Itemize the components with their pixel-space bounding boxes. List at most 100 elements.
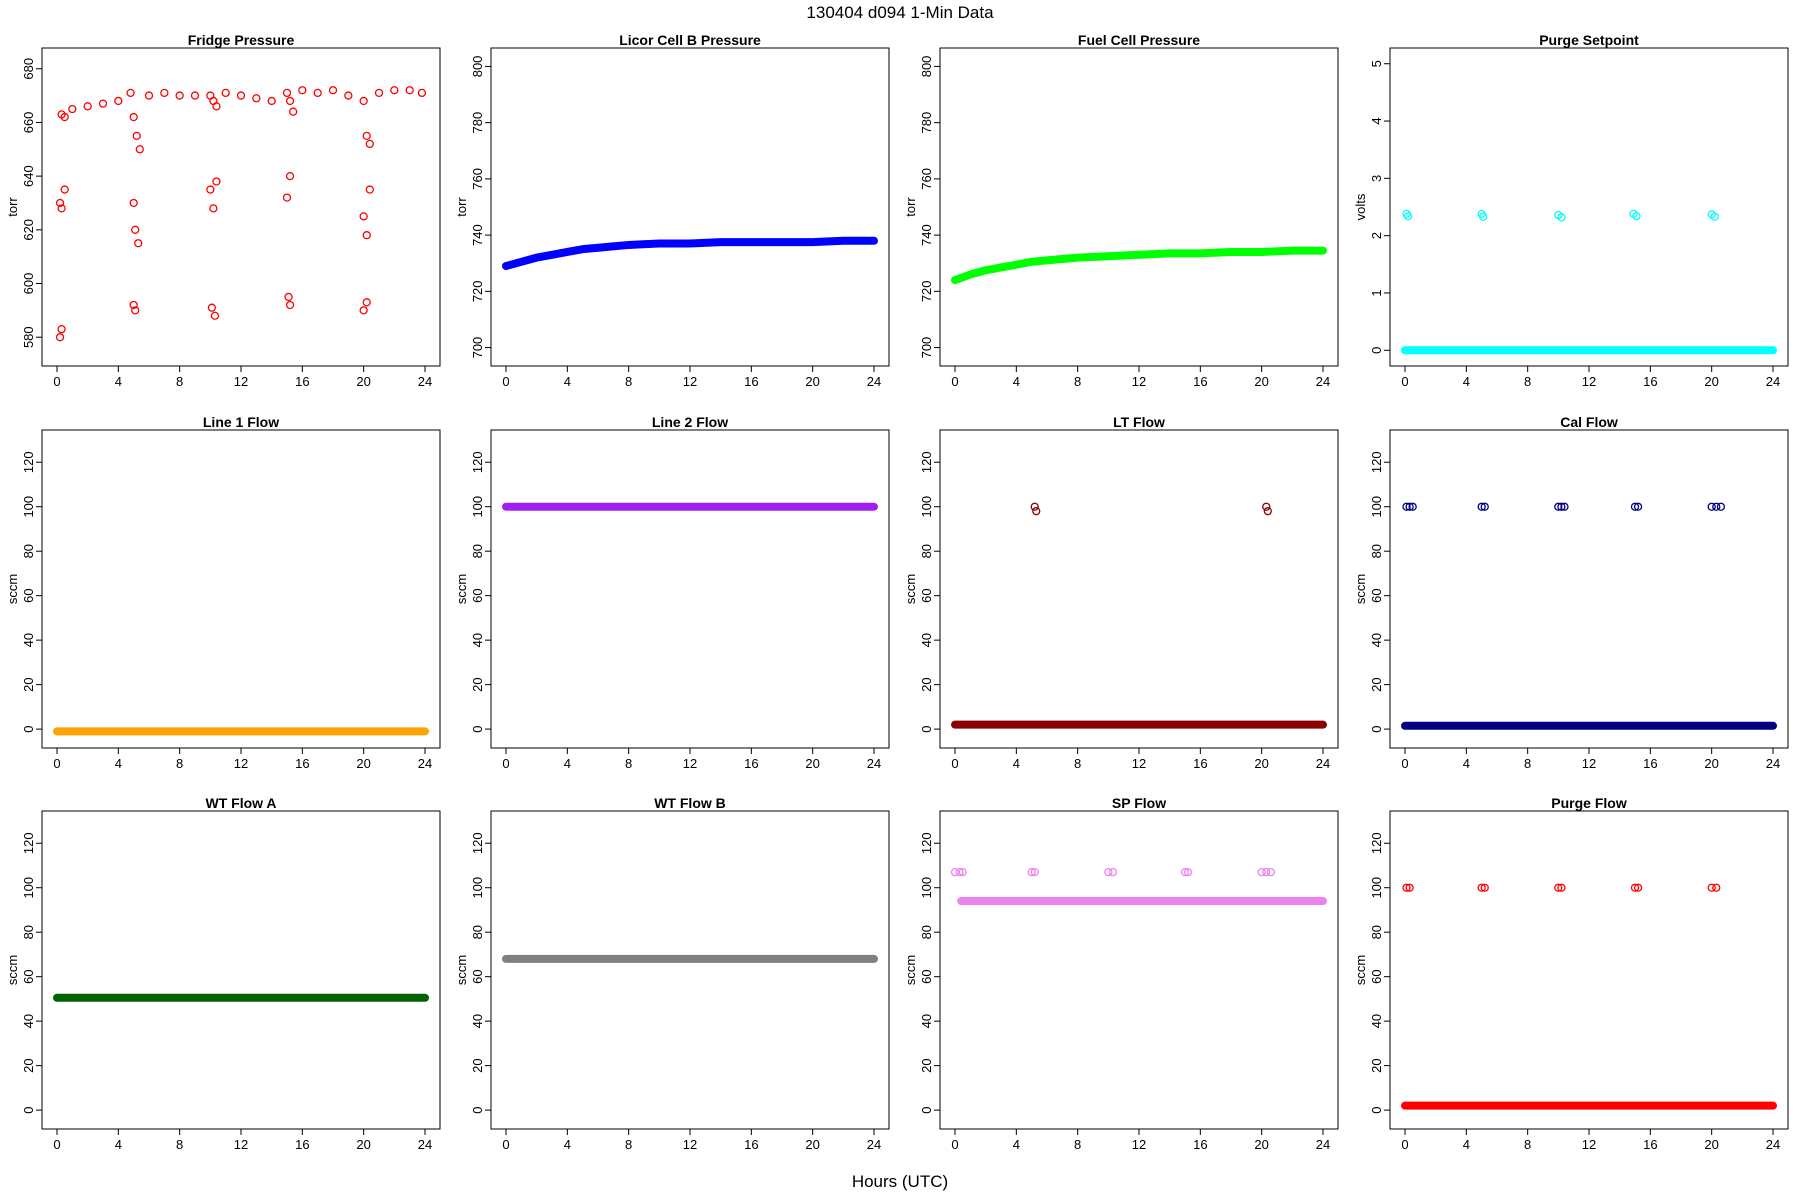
data-point — [212, 177, 221, 186]
panel-title: WT Flow B — [654, 795, 726, 811]
x-tick-label: 24 — [1766, 1137, 1780, 1152]
data-point — [1030, 867, 1039, 877]
data-point — [362, 131, 371, 141]
data-point — [417, 88, 427, 98]
y-tick-label: 100 — [919, 877, 934, 899]
x-tick-label: 0 — [1401, 1137, 1408, 1152]
data-point — [129, 198, 138, 208]
data-point — [362, 231, 371, 240]
x-tick-label: 24 — [418, 1137, 432, 1152]
x-tick-label: 0 — [1401, 374, 1408, 389]
y-tick-label: 120 — [919, 451, 934, 473]
x-tick-label: 20 — [1704, 756, 1718, 771]
y-tick-label: 0 — [1369, 1106, 1384, 1113]
x-tick-label: 4 — [1463, 756, 1470, 771]
x-tick-label: 8 — [1524, 1137, 1531, 1152]
y-tick-label: 40 — [1369, 1014, 1384, 1028]
data-point — [344, 91, 353, 100]
data-point — [1262, 502, 1271, 511]
plot-frame — [1389, 47, 1789, 367]
plot-frame — [490, 47, 890, 367]
y-tick-label: 740 — [470, 224, 485, 246]
y-tick-label: 20 — [919, 677, 934, 691]
data-point — [1707, 883, 1716, 892]
x-tick-label: 4 — [1013, 1137, 1020, 1152]
data-point — [190, 91, 200, 100]
x-tick-label: 4 — [115, 374, 122, 389]
y-tick-label: 60 — [919, 588, 934, 602]
y-axis-label: sccm — [1353, 955, 1368, 985]
data-point — [405, 86, 414, 95]
chart-panel: WT Flow A sccm 0 4 8 12 16 20 24 0 20 40 60 80 100 120 — [5, 795, 441, 1152]
y-tick-label: 80 — [919, 544, 934, 558]
data-point — [374, 88, 384, 98]
chart-panel: Purge Flow sccm 0 4 8 12 16 20 24 0 20 40 60 80 100 120 — [1353, 795, 1789, 1152]
x-tick-label: 16 — [1193, 756, 1207, 771]
data-point — [236, 91, 246, 100]
data-layer — [951, 502, 1327, 729]
y-tick-label: 100 — [470, 496, 485, 518]
x-tick-label: 4 — [1013, 374, 1020, 389]
x-tick-label: 16 — [295, 756, 309, 771]
data-point — [206, 185, 215, 194]
y-tick-label: 100 — [919, 496, 934, 518]
data-layer — [1401, 883, 1777, 1110]
y-axis-label: sccm — [903, 955, 918, 985]
x-tick-label: 0 — [951, 756, 958, 771]
data-point — [1632, 212, 1641, 221]
chart-panel: Cal Flow sccm 0 4 8 12 16 20 24 0 20 40 60 80 100 120 — [1353, 414, 1789, 771]
chart-panel: Fuel Cell Pressure torr 0 4 8 12 16 20 24 700 720 7… — [903, 32, 1339, 389]
panel-title: Fuel Cell Pressure — [1078, 32, 1200, 48]
y-tick-label: 80 — [21, 544, 36, 558]
data-point — [365, 185, 374, 194]
data-point — [126, 88, 135, 98]
x-tick-label: 8 — [1524, 756, 1531, 771]
panel-title: Cal Flow — [1560, 414, 1618, 430]
y-tick-label: 760 — [919, 168, 934, 190]
x-tick-label: 20 — [356, 756, 370, 771]
y-tick-label: 120 — [470, 832, 485, 854]
data-point — [1030, 502, 1039, 511]
data-point — [1032, 507, 1041, 516]
y-tick-label: 20 — [1369, 677, 1384, 691]
data-point — [328, 86, 338, 95]
x-tick-label: 24 — [1316, 756, 1330, 771]
x-tick-label: 0 — [951, 374, 958, 389]
y-tick-label: 40 — [919, 633, 934, 647]
y-tick-label: 20 — [470, 677, 485, 691]
x-tick-label: 8 — [1524, 374, 1531, 389]
y-tick-label: 20 — [470, 1058, 485, 1072]
data-layer — [502, 236, 878, 271]
plot-frame — [1389, 429, 1789, 749]
y-tick-label: 620 — [21, 219, 36, 241]
chart-panel: WT Flow B sccm 0 4 8 12 16 20 24 0 20 40 60 80 100 120 — [454, 795, 890, 1152]
data-point — [175, 91, 184, 100]
y-tick-label: 660 — [21, 112, 36, 134]
data-point — [160, 88, 169, 98]
y-tick-label: 680 — [21, 58, 36, 80]
x-tick-label: 20 — [1254, 756, 1268, 771]
data-point — [134, 239, 143, 248]
x-tick-label: 12 — [1132, 1137, 1146, 1152]
data-point — [298, 86, 307, 95]
data-point — [55, 333, 65, 342]
data-point — [1477, 502, 1486, 511]
y-tick-label: 100 — [1369, 496, 1384, 518]
x-tick-label: 12 — [234, 756, 248, 771]
y-tick-label: 120 — [21, 451, 36, 473]
data-point — [98, 99, 108, 108]
x-tick-label: 16 — [744, 374, 758, 389]
x-tick-label: 16 — [744, 1137, 758, 1152]
panel-title: WT Flow A — [205, 795, 276, 811]
data-point — [135, 145, 144, 154]
y-tick-label: 80 — [1369, 925, 1384, 939]
x-tick-label: 4 — [564, 374, 571, 389]
data-point — [55, 198, 65, 208]
x-tick-label: 20 — [356, 1137, 370, 1152]
y-tick-label: 40 — [919, 1014, 934, 1028]
x-tick-label: 16 — [1643, 756, 1657, 771]
panel-title: Licor Cell B Pressure — [619, 32, 761, 48]
data-layer — [950, 867, 1327, 906]
y-axis-label: sccm — [1353, 574, 1368, 604]
plot-frame — [490, 810, 890, 1130]
